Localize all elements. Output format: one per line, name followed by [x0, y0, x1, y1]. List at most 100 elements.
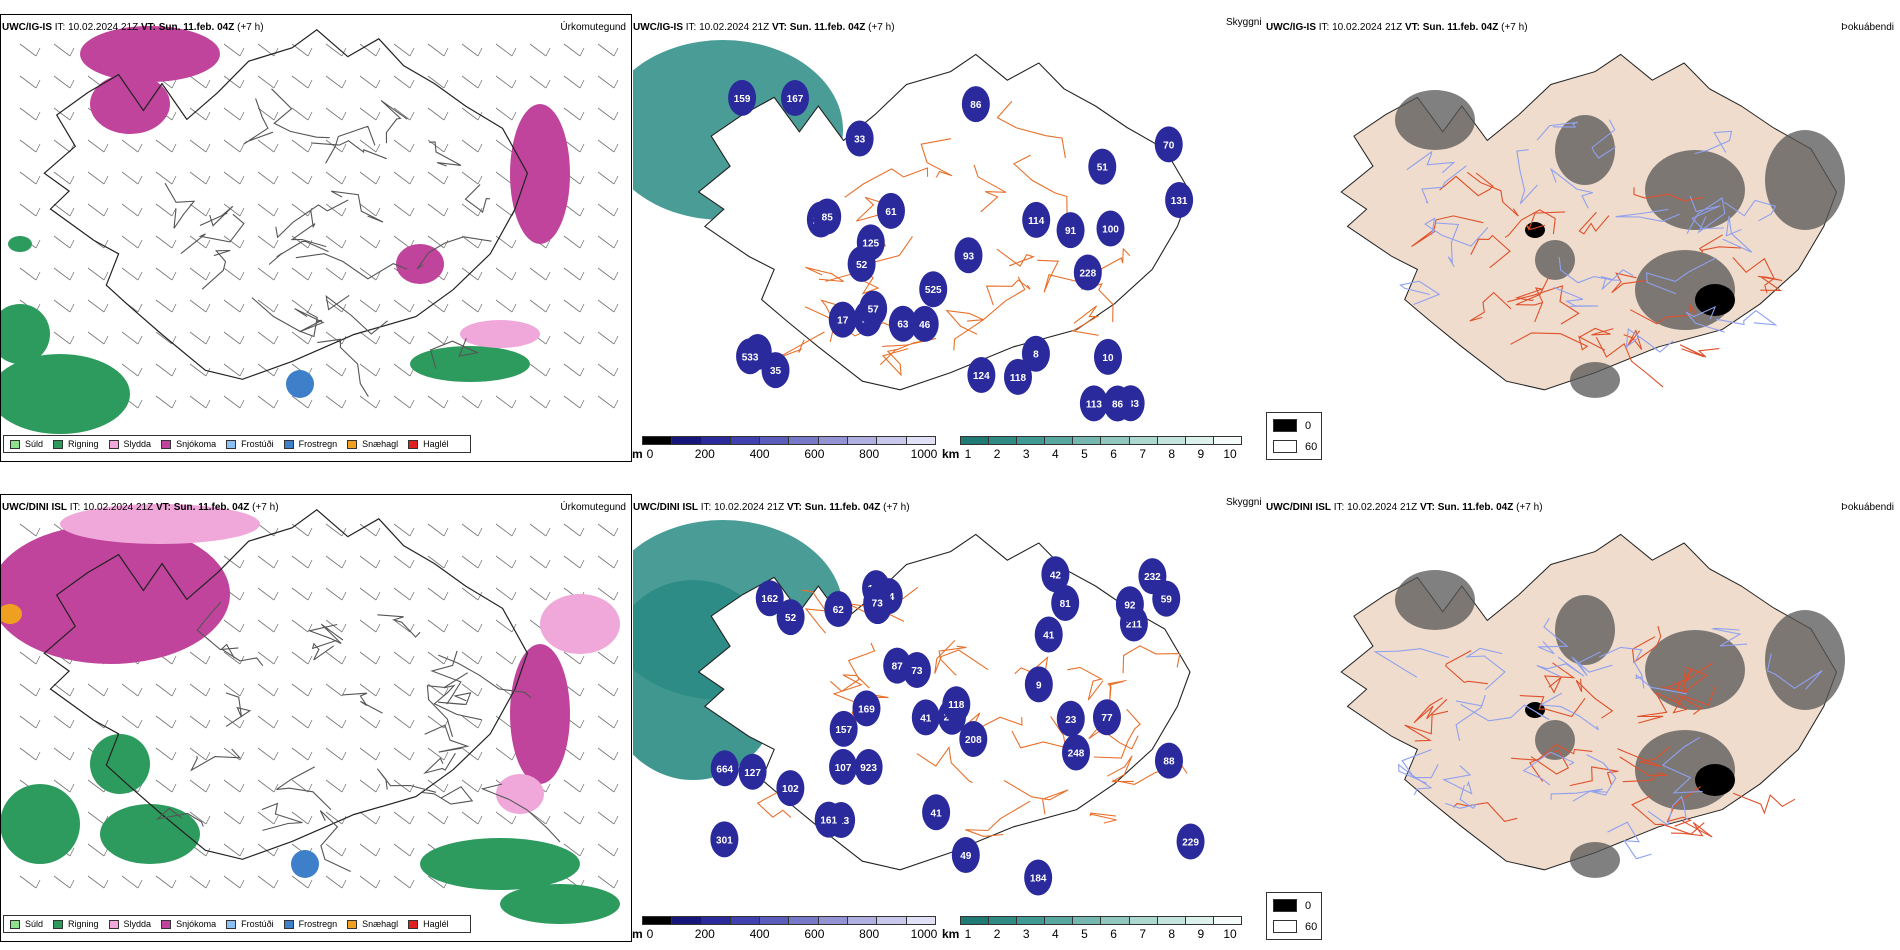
- fog-index-panel-row2: [1265, 510, 1900, 940]
- wind-barb: [495, 651, 517, 665]
- wind-barb: [121, 363, 143, 377]
- road-line: [311, 639, 337, 661]
- wind-barb: [121, 331, 143, 345]
- road-line: [1067, 666, 1104, 701]
- legend-label: Snæhagl: [362, 919, 399, 929]
- wind-barb: [427, 715, 449, 729]
- visibility-label: 118: [1010, 373, 1027, 384]
- precip-area: [420, 838, 580, 890]
- precip-area: [8, 236, 32, 252]
- colorbar-blocks: [960, 436, 1242, 445]
- wind-barb: [325, 683, 347, 697]
- high-terrain-area: [1165, 182, 1194, 219]
- colorbar-tick-label: 800: [859, 927, 880, 941]
- road-line: [310, 140, 387, 160]
- wind-barb: [359, 715, 381, 729]
- wind-barb: [529, 267, 551, 281]
- wind-barb: [223, 235, 245, 249]
- high-terrain-area: [1003, 358, 1032, 395]
- wind-barb: [189, 139, 211, 153]
- wind-barb: [121, 683, 143, 697]
- road-line: [881, 348, 909, 377]
- wind-barb: [223, 619, 245, 633]
- road-line: [1732, 257, 1775, 294]
- colorbar-tick-label: 1000: [910, 927, 938, 941]
- wind-barb: [257, 843, 279, 857]
- legend-label: Súld: [25, 439, 44, 449]
- legend-item: Frostregn: [283, 919, 337, 929]
- wind-barb: [53, 235, 75, 249]
- wind-barb: [291, 651, 313, 665]
- colorbar-tick-label: 200: [694, 447, 715, 461]
- road-line: [429, 338, 480, 369]
- colorbar-swatch: [961, 917, 990, 924]
- wind-barb: [87, 171, 109, 185]
- colorbar-tick-label: 4: [1051, 927, 1059, 941]
- road-line: [1466, 171, 1519, 217]
- wind-barb: [597, 107, 619, 121]
- wind-barb: [393, 811, 415, 825]
- wind-barb: [155, 267, 177, 281]
- colorbar-swatch: [1045, 437, 1074, 444]
- visibility-label: 46: [919, 320, 931, 331]
- road-line: [1424, 217, 1489, 247]
- legend-label: Haglél: [423, 439, 449, 449]
- legend-item: Snæhagl: [347, 919, 398, 929]
- wind-barb: [155, 363, 177, 377]
- panel-header-vis: UWC/DINI ISL IT: 10.02.2024 21Z VT: Sun.…: [633, 502, 910, 513]
- colorbar-swatch: [906, 917, 935, 924]
- fog-legend-item: 0: [1273, 899, 1311, 912]
- visibility-label: 77: [1101, 713, 1113, 724]
- visibility-label: 17: [837, 316, 849, 327]
- wind-barb: [563, 43, 585, 57]
- colorbar-tick-label: 1: [964, 447, 972, 461]
- wind-barb: [461, 43, 483, 57]
- road-line: [1455, 694, 1486, 742]
- precip-area: [100, 804, 200, 864]
- precip-area: [410, 346, 530, 382]
- road-line: [1439, 172, 1494, 197]
- road-line: [155, 807, 204, 827]
- legend-item: Frostúði: [226, 919, 274, 929]
- wind-barb: [53, 747, 75, 761]
- high-terrain-area: [888, 305, 917, 342]
- elevation-colorbar: 0 200 400 600 800 1000 m: [632, 436, 937, 462]
- visibility-label: 157: [835, 725, 852, 736]
- high-terrain-area: [919, 271, 948, 308]
- precip-area: [0, 354, 130, 434]
- fog-legend-label: 0: [1305, 899, 1312, 912]
- wind-barb: [325, 139, 347, 153]
- road-line: [190, 748, 242, 772]
- high-terrain-area: [942, 686, 971, 723]
- colorbar-swatch: [1129, 437, 1158, 444]
- high-terrain-area: [852, 690, 881, 727]
- wind-barb: [223, 299, 245, 313]
- road-line: [1107, 679, 1127, 703]
- legend-label: Slydda: [123, 919, 152, 929]
- road-line: [424, 724, 470, 753]
- high-terrain-area: [1093, 338, 1122, 375]
- fog-legend-swatch: [1273, 440, 1297, 453]
- colorbar-blocks: [960, 916, 1242, 925]
- visibility-colorbar: 1 2 3 4 5 6 7 8 9 10 km: [942, 916, 1242, 942]
- road-line: [938, 645, 967, 676]
- colorbar-swatch: [1157, 437, 1186, 444]
- visibility-label: 35: [770, 366, 782, 377]
- road-line: [1012, 154, 1068, 216]
- road-line: [1633, 187, 1704, 202]
- legend-swatch: [53, 439, 64, 449]
- wind-barb: [53, 203, 75, 217]
- wind-barb: [53, 715, 75, 729]
- colorbar-unit: m: [632, 927, 643, 941]
- colorbar-swatch: [961, 437, 990, 444]
- wind-barb: [325, 523, 347, 537]
- visibility-label: 113: [1086, 399, 1103, 410]
- wind-barb: [495, 203, 517, 217]
- legend-swatch: [161, 439, 172, 449]
- wind-barb: [87, 683, 109, 697]
- colorbar-swatch: [989, 917, 1018, 924]
- high-terrain-area: [922, 794, 951, 831]
- road-line: [1591, 119, 1617, 159]
- road-line: [1661, 737, 1703, 794]
- high-terrain-area: [1061, 734, 1090, 771]
